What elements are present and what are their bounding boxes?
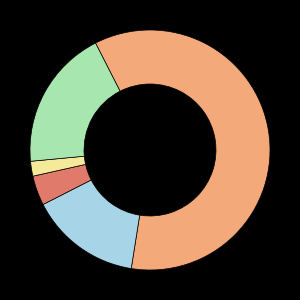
Wedge shape bbox=[30, 43, 120, 161]
Wedge shape bbox=[43, 180, 140, 268]
Wedge shape bbox=[31, 156, 86, 176]
Wedge shape bbox=[95, 30, 270, 270]
Wedge shape bbox=[33, 164, 91, 205]
